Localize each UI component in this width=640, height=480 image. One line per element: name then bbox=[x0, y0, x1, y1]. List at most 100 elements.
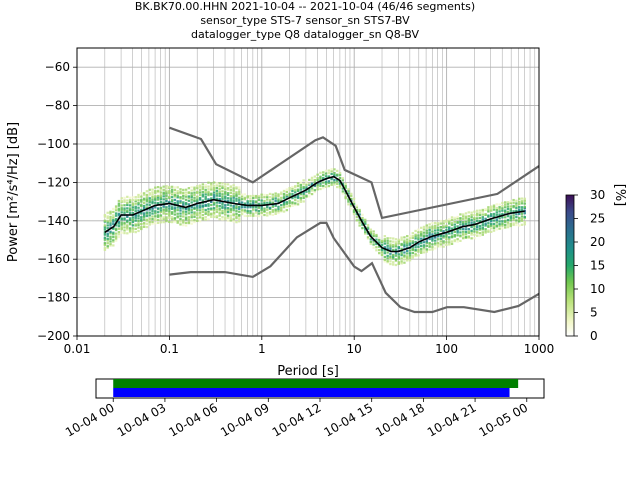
density-cell bbox=[123, 229, 126, 232]
density-cell bbox=[159, 196, 163, 199]
density-cell bbox=[397, 262, 401, 265]
density-cell bbox=[218, 182, 221, 185]
density-cell bbox=[495, 213, 498, 216]
density-cell bbox=[506, 201, 510, 204]
x-tick-label: 1 bbox=[258, 342, 266, 356]
density-cell bbox=[201, 183, 205, 186]
density-cell bbox=[470, 231, 473, 234]
density-cell bbox=[140, 212, 143, 215]
density-cell bbox=[403, 241, 406, 244]
density-cell bbox=[389, 256, 392, 260]
density-cell bbox=[495, 219, 498, 222]
density-cell bbox=[386, 239, 389, 242]
density-cell bbox=[476, 212, 479, 215]
density-cell bbox=[484, 217, 487, 220]
density-cell bbox=[394, 258, 398, 261]
density-cell bbox=[305, 186, 308, 189]
density-cell bbox=[386, 251, 389, 254]
density-cell bbox=[462, 221, 465, 224]
density-cell bbox=[268, 211, 272, 214]
density-cell bbox=[134, 231, 137, 234]
density-cell bbox=[506, 207, 510, 210]
density-cell bbox=[422, 248, 426, 251]
title-line-1: BK.BK70.00.HHN 2021-10-04 -- 2021-10-04 … bbox=[135, 0, 475, 13]
density-cell bbox=[450, 216, 454, 219]
density-cell bbox=[162, 205, 165, 208]
density-cell bbox=[254, 194, 258, 198]
density-cell bbox=[280, 196, 283, 199]
density-cell bbox=[207, 190, 210, 193]
density-cell bbox=[330, 172, 333, 176]
density-cell bbox=[137, 206, 140, 209]
density-cell bbox=[260, 193, 263, 196]
density-cell bbox=[386, 261, 389, 264]
density-cell bbox=[196, 198, 199, 201]
density-cell bbox=[478, 216, 482, 220]
density-cell bbox=[338, 173, 342, 177]
density-cell bbox=[117, 222, 121, 225]
density-cell bbox=[338, 186, 342, 189]
density-cell bbox=[240, 201, 244, 204]
density-cell bbox=[492, 225, 496, 228]
density-cell bbox=[467, 231, 471, 234]
density-cell bbox=[439, 237, 443, 240]
density-cell bbox=[249, 212, 252, 215]
density-cell bbox=[394, 245, 398, 248]
density-cell bbox=[442, 240, 445, 243]
density-cell bbox=[467, 219, 471, 222]
density-cell bbox=[369, 242, 373, 245]
density-cell bbox=[517, 208, 521, 211]
density-cell bbox=[193, 186, 196, 189]
density-cell bbox=[310, 189, 314, 192]
density-cell bbox=[277, 198, 280, 201]
density-cell bbox=[517, 197, 521, 200]
density-cell bbox=[198, 193, 202, 197]
density-cell bbox=[383, 249, 387, 252]
density-cell bbox=[229, 197, 233, 200]
density-cell bbox=[232, 218, 235, 221]
density-cell bbox=[168, 205, 171, 208]
density-cell bbox=[215, 201, 219, 204]
density-cell bbox=[117, 227, 121, 230]
density-cell bbox=[159, 206, 163, 210]
density-cell bbox=[226, 188, 230, 191]
density-cell bbox=[179, 209, 182, 212]
density-cell bbox=[467, 211, 471, 214]
density-cell bbox=[246, 195, 249, 198]
density-cell bbox=[338, 176, 342, 180]
density-cell bbox=[238, 207, 241, 210]
density-cell bbox=[386, 254, 389, 257]
density-cell bbox=[428, 231, 431, 234]
density-cell bbox=[218, 209, 221, 212]
density-cell bbox=[215, 205, 219, 209]
density-cell bbox=[198, 214, 202, 217]
density-cell bbox=[523, 215, 526, 219]
density-cell bbox=[120, 226, 123, 229]
density-cell bbox=[394, 254, 398, 257]
density-cell bbox=[176, 212, 179, 215]
density-cell bbox=[282, 206, 286, 209]
density-cell bbox=[224, 218, 227, 221]
density-cell bbox=[487, 229, 490, 232]
density-cell bbox=[238, 201, 241, 204]
density-cell bbox=[414, 254, 417, 257]
density-cell bbox=[260, 211, 263, 214]
density-cell bbox=[263, 201, 266, 205]
density-cell bbox=[159, 201, 163, 204]
density-cell bbox=[492, 212, 496, 216]
colorbar-tick-label: 15 bbox=[590, 259, 605, 273]
density-cell bbox=[126, 232, 129, 235]
density-cell bbox=[140, 222, 143, 226]
density-cell bbox=[515, 216, 518, 219]
density-cell bbox=[280, 191, 283, 194]
density-cell bbox=[134, 223, 137, 226]
density-cell bbox=[366, 223, 370, 227]
density-cell bbox=[128, 223, 132, 226]
density-cell bbox=[226, 193, 230, 196]
density-cell bbox=[450, 227, 454, 230]
density-cell bbox=[512, 218, 515, 221]
density-cell bbox=[165, 212, 168, 215]
density-cell bbox=[198, 196, 202, 200]
density-cell bbox=[235, 215, 238, 218]
density-cell bbox=[187, 199, 191, 202]
